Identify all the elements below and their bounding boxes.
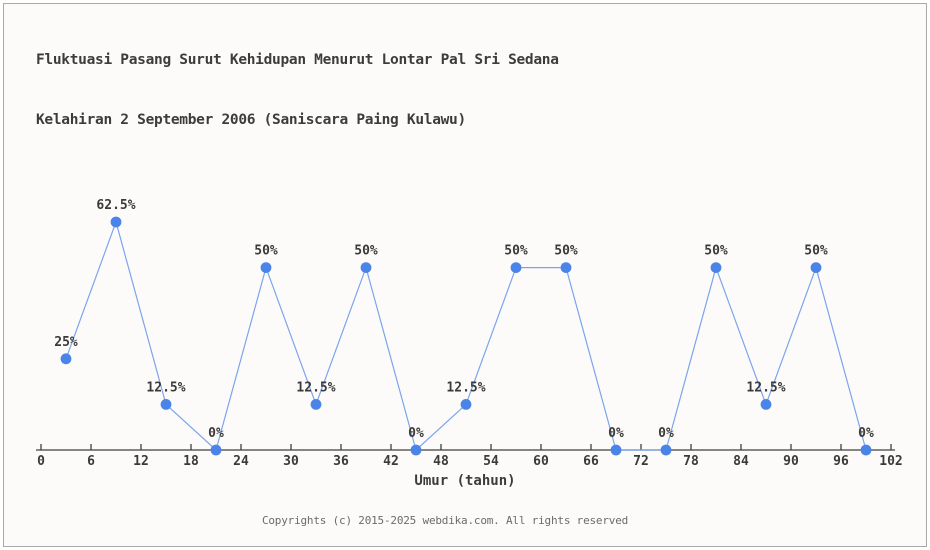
data-point — [610, 444, 622, 456]
chart-title-line-1: Fluktuasi Pasang Surut Kehidupan Menurut… — [36, 52, 559, 68]
data-point-label: 0% — [608, 426, 624, 441]
data-point — [210, 444, 222, 456]
data-point-label: 25% — [54, 335, 78, 350]
data-point-label: 50% — [704, 244, 728, 259]
data-point — [860, 444, 872, 456]
data-point — [660, 444, 672, 456]
x-axis-tick-label: 24 — [233, 454, 249, 469]
x-axis-tick-label: 48 — [433, 454, 449, 469]
data-point-label: 0% — [408, 426, 424, 441]
chart-title-line-2: Kelahiran 2 September 2006 (Saniscara Pa… — [36, 112, 466, 128]
data-point — [710, 262, 722, 273]
data-point — [310, 399, 322, 410]
data-point — [360, 262, 372, 273]
data-point-label: 0% — [858, 426, 874, 441]
x-axis-tick-label: 102 — [879, 454, 902, 469]
x-axis-tick-label: 84 — [733, 454, 749, 469]
data-point-label: 50% — [254, 244, 278, 259]
data-point-label: 12.5% — [446, 380, 485, 395]
data-point-label: 0% — [208, 426, 224, 441]
data-point-label: 62.5% — [96, 198, 135, 213]
x-axis-tick-label: 66 — [583, 454, 599, 469]
data-point — [60, 353, 72, 365]
x-axis-tick-label: 12 — [133, 454, 149, 469]
data-point — [760, 399, 772, 410]
data-point — [160, 399, 172, 410]
data-point-label: 50% — [504, 244, 528, 259]
x-axis-tick-label: 96 — [833, 454, 849, 469]
x-axis-tick-label: 90 — [783, 454, 799, 469]
data-point-label: 50% — [354, 244, 378, 259]
data-line — [65, 220, 867, 452]
x-axis-tick-label: 18 — [183, 454, 199, 469]
page-border-frame — [3, 3, 927, 547]
x-axis-tick-label: 6 — [87, 454, 95, 469]
data-point — [510, 262, 522, 273]
x-axis-tick-label: 54 — [483, 454, 499, 469]
x-axis-tick-label: 60 — [533, 454, 549, 469]
x-axis-tick-label: 42 — [383, 454, 399, 469]
chart-title: Fluktuasi Pasang Surut Kehidupan Menurut… — [36, 10, 559, 150]
data-point — [260, 262, 272, 273]
data-point — [460, 399, 472, 410]
x-axis-tick-label: 72 — [633, 454, 649, 469]
data-point-label: 50% — [554, 244, 578, 259]
data-point-label: 12.5% — [146, 380, 185, 395]
data-point — [410, 444, 422, 456]
data-point-label: 50% — [804, 244, 828, 259]
data-point — [560, 262, 572, 273]
x-axis-tick-label: 30 — [283, 454, 299, 469]
data-point-label: 12.5% — [296, 380, 335, 395]
x-axis-tick-label: 78 — [683, 454, 699, 469]
data-point — [110, 216, 122, 228]
x-axis-tick-label: 36 — [333, 454, 349, 469]
data-point-label: 12.5% — [746, 380, 785, 395]
data-point-label: 0% — [658, 426, 674, 441]
copyright-text: Copyrights (c) 2015-2025 webdika.com. Al… — [261, 514, 629, 527]
x-axis-title: Umur (tahun) — [414, 473, 516, 489]
x-axis-tick-label: 0 — [37, 454, 45, 469]
data-point — [810, 262, 822, 273]
